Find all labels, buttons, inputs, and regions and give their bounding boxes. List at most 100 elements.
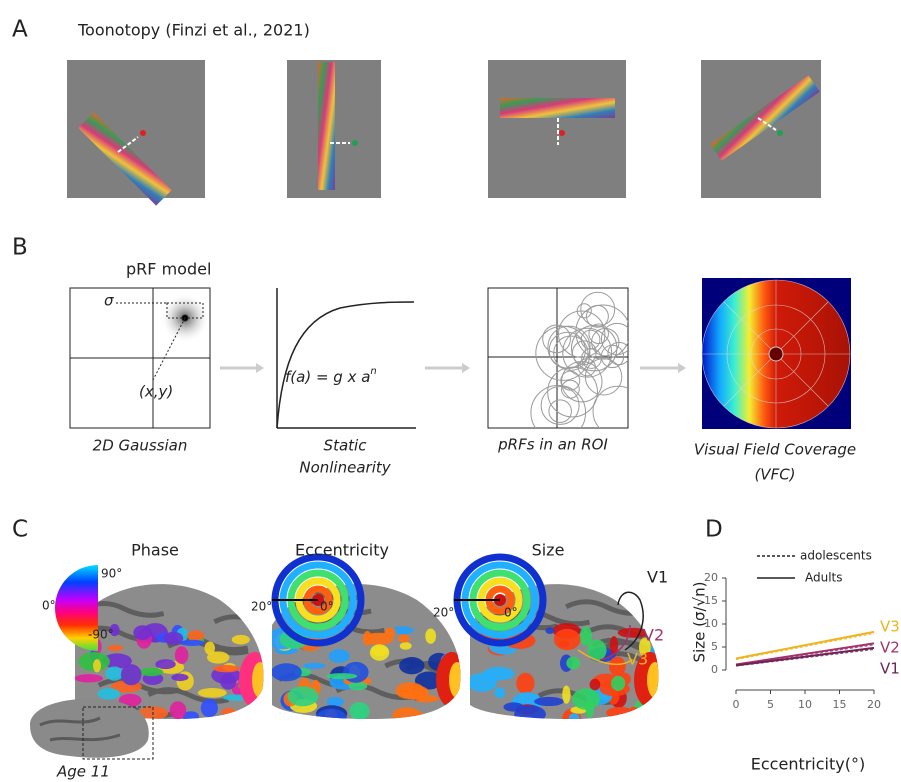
prf-circle (541, 386, 579, 424)
sigma-label: σ (104, 292, 114, 310)
activation-patch (254, 699, 262, 718)
activation-patch (93, 659, 101, 672)
y-tick-label: 0 (711, 663, 718, 676)
size-key-label: 20° (433, 606, 454, 620)
activation-patch (201, 699, 218, 718)
size-key-label: 0° (504, 606, 518, 620)
activation-patch (271, 663, 302, 681)
activation-patch (198, 688, 227, 698)
prf-circle (581, 292, 615, 326)
phase-label: -90° (88, 628, 114, 642)
line-chart: 0510152005101520Eccentricity(°)Size (σ/√… (691, 549, 900, 774)
activation-patch (395, 682, 424, 699)
prf-circle (549, 400, 572, 423)
activation-patch (329, 649, 350, 663)
activation-patch (554, 629, 581, 650)
activation-patch (327, 697, 344, 707)
panel-label: D (705, 517, 723, 543)
x-axis-label: Eccentricity(°) (751, 755, 865, 774)
activation-patch (370, 644, 389, 660)
activation-patch (384, 627, 395, 637)
position-label: (x,y) (139, 383, 173, 401)
map-title: Eccentricity (295, 541, 389, 560)
activation-patch (534, 697, 564, 706)
step-label: Static (324, 437, 368, 455)
x-tick-label: 0 (733, 698, 740, 711)
occipital-pole (252, 662, 268, 698)
activation-patch (398, 635, 410, 643)
activation-patch (566, 657, 580, 670)
activation-patch (353, 706, 365, 720)
activation-patch (249, 701, 269, 718)
x-tick-label: 20 (867, 698, 881, 711)
map-title: Size (532, 541, 565, 560)
activation-patch (590, 679, 601, 691)
activation-patch (175, 646, 189, 664)
vfc-map (702, 278, 851, 429)
step-label: (VFC) (754, 466, 795, 484)
activation-patch (425, 629, 436, 644)
eccentricity-label: 0° (320, 600, 334, 614)
panel-label: A (12, 17, 28, 43)
y-axis-label: Size (σ/√n) (691, 582, 709, 663)
formula-base: f(a) = g x a (285, 368, 370, 386)
occipital-pole (449, 662, 465, 698)
activation-patch (108, 645, 124, 651)
prf-box (488, 288, 643, 440)
activation-patch (349, 682, 368, 691)
activation-patch (133, 625, 152, 640)
activation-patch (606, 707, 633, 719)
activation-patch (514, 705, 546, 723)
legend-label: Adults (805, 571, 843, 585)
activation-patch (232, 635, 250, 645)
activation-patch (343, 662, 369, 683)
activation-patch (562, 685, 570, 703)
activation-patch (155, 659, 175, 669)
series-label: V1 (880, 660, 900, 678)
age-label: Age 11 (56, 763, 110, 781)
activation-patch (494, 687, 505, 698)
activation-patch (140, 668, 164, 676)
x-tick-label: 15 (833, 698, 847, 711)
activation-patch (315, 709, 347, 730)
activation-patch (171, 674, 188, 681)
legend-label: adolescents (800, 549, 872, 563)
activation-patch (483, 667, 515, 680)
model-title: pRF model (126, 260, 211, 279)
activation-patch (400, 642, 412, 650)
activation-patch (170, 701, 187, 719)
activation-patch (414, 713, 427, 722)
activation-patch (326, 673, 357, 679)
series-label: V3 (880, 618, 900, 636)
activation-patch (399, 657, 424, 674)
activation-patch (221, 708, 236, 720)
activation-patch (611, 676, 625, 691)
page: {"panel_a": {"label": "A", "title": "Too… (0, 0, 901, 782)
activation-patch (97, 688, 120, 699)
activation-patch (75, 674, 103, 682)
activation-patch (121, 664, 142, 685)
activation-patch (205, 642, 215, 655)
phase-label: 90° (101, 567, 122, 581)
nonlinearity-plot (277, 288, 416, 428)
activation-patch (288, 686, 319, 706)
eccentricity-label: 20° (251, 600, 272, 614)
y-tick-label: 5 (711, 640, 718, 653)
occipital-pole (647, 662, 663, 698)
activation-patch (106, 667, 124, 681)
x-tick-label: 5 (767, 698, 774, 711)
prf-circle (593, 386, 643, 436)
panel-label: B (12, 235, 28, 261)
activation-patch (213, 665, 239, 672)
x-tick-label: 10 (798, 698, 812, 711)
step-label: 2D Gaussian (93, 437, 188, 455)
panel-title: Toonotopy (Finzi et al., 2021) (77, 21, 310, 40)
activation-patch (545, 627, 554, 634)
activation-patch (180, 640, 205, 646)
activation-patch (426, 715, 437, 721)
brain-maps (75, 584, 685, 729)
map-title: Phase (131, 541, 179, 560)
phase-label: 0° (42, 599, 56, 613)
stimulus-frames (67, 60, 821, 206)
activation-patch (303, 663, 325, 669)
